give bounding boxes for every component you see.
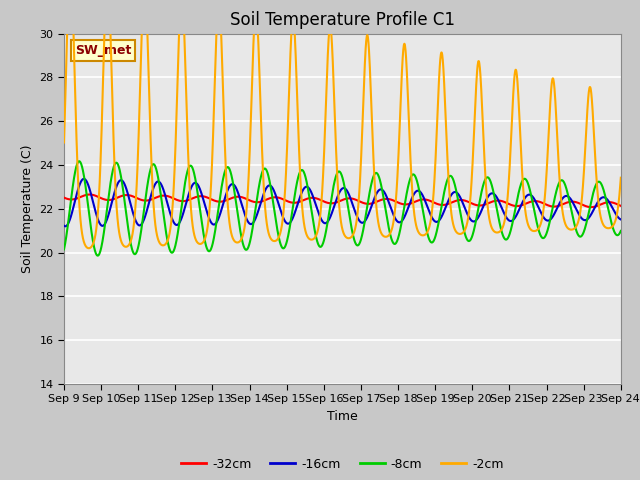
- Y-axis label: Soil Temperature (C): Soil Temperature (C): [20, 144, 34, 273]
- X-axis label: Time: Time: [327, 410, 358, 423]
- Legend: -32cm, -16cm, -8cm, -2cm: -32cm, -16cm, -8cm, -2cm: [176, 453, 509, 476]
- Title: Soil Temperature Profile C1: Soil Temperature Profile C1: [230, 11, 455, 29]
- Text: SW_met: SW_met: [75, 44, 131, 57]
